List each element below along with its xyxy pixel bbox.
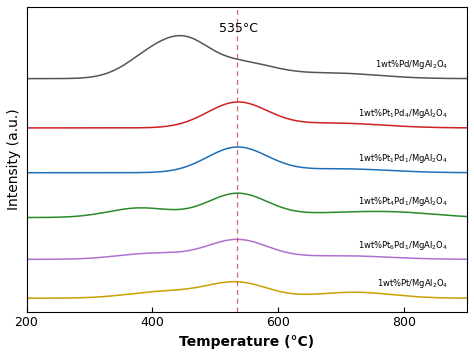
Text: 1wt%Pt$_1$Pd$_1$/MgAl$_2$O$_4$: 1wt%Pt$_1$Pd$_1$/MgAl$_2$O$_4$ [358,152,448,165]
Text: 1wt%Pd/MgAl$_2$O$_4$: 1wt%Pd/MgAl$_2$O$_4$ [375,58,448,71]
Text: 1wt%Pt$_4$Pd$_1$/MgAl$_2$O$_4$: 1wt%Pt$_4$Pd$_1$/MgAl$_2$O$_4$ [358,195,448,208]
Text: 1wt%Pt$_6$Pd$_1$/MgAl$_2$O$_4$: 1wt%Pt$_6$Pd$_1$/MgAl$_2$O$_4$ [358,239,448,252]
Y-axis label: Intensity (a.u.): Intensity (a.u.) [7,109,21,210]
Text: 1wt%Pt/MgAl$_2$O$_4$: 1wt%Pt/MgAl$_2$O$_4$ [377,277,448,290]
Text: 1wt%Pt$_1$Pd$_4$/MgAl$_2$O$_4$: 1wt%Pt$_1$Pd$_4$/MgAl$_2$O$_4$ [358,107,448,120]
X-axis label: Temperature (°C): Temperature (°C) [179,335,314,349]
Text: 535°C: 535°C [219,22,258,35]
